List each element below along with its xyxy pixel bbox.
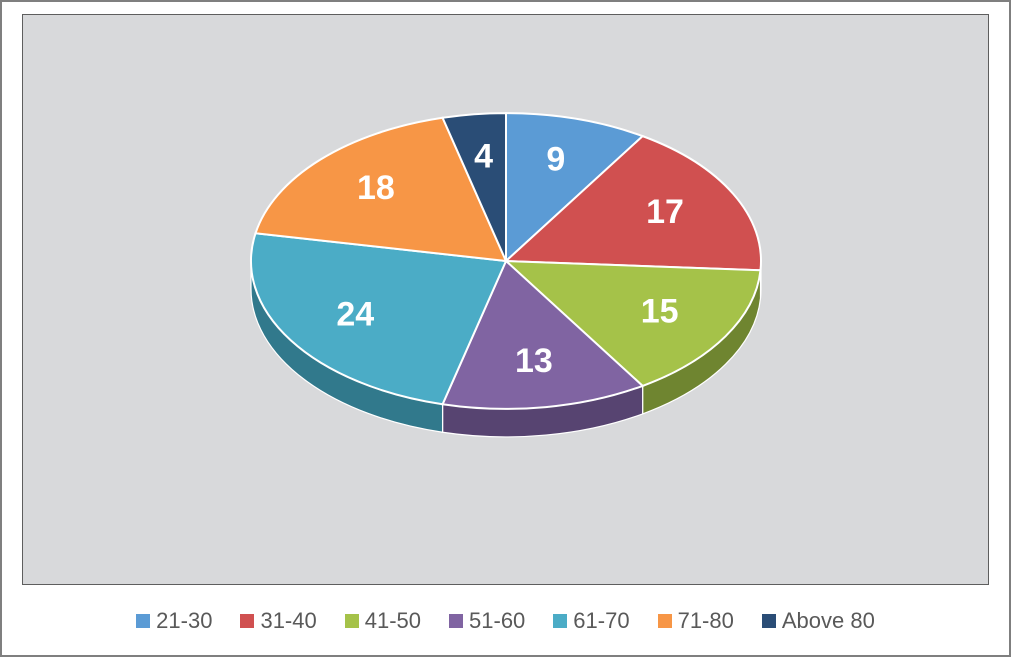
legend: 21-30 31-40 41-50 51-60 61-70 71-80 Above 80 [22, 599, 989, 643]
slice-value-label: 17 [646, 192, 684, 230]
legend-label: 31-40 [260, 608, 316, 634]
legend-swatch [553, 614, 567, 628]
slice-value-label: 4 [474, 137, 493, 175]
legend-label: 41-50 [365, 608, 421, 634]
slice-value-label: 18 [356, 169, 394, 207]
legend-swatch [658, 614, 672, 628]
pie-chart: 9 17 15 13 24 18 4 [249, 111, 763, 489]
legend-item: 51-60 [449, 608, 525, 634]
legend-item: 71-80 [658, 608, 734, 634]
legend-item: 41-50 [345, 608, 421, 634]
legend-item: 61-70 [553, 608, 629, 634]
legend-label: 21-30 [156, 608, 212, 634]
pie-svg: 9 17 15 13 24 18 4 [249, 111, 763, 489]
legend-item: 21-30 [136, 608, 212, 634]
legend-label: 71-80 [678, 608, 734, 634]
legend-item: 31-40 [240, 608, 316, 634]
plot-area: 9 17 15 13 24 18 4 [22, 14, 989, 585]
legend-swatch [762, 614, 776, 628]
slice-value-label: 13 [515, 342, 553, 380]
legend-label: 51-60 [469, 608, 525, 634]
legend-swatch [449, 614, 463, 628]
legend-swatch [345, 614, 359, 628]
slice-value-label: 9 [546, 140, 565, 178]
legend-label: 61-70 [573, 608, 629, 634]
legend-swatch [240, 614, 254, 628]
chart-frame: 9 17 15 13 24 18 4 21-30 31-40 41-50 51-60 61-70 71… [0, 0, 1011, 657]
legend-swatch [136, 614, 150, 628]
legend-label: Above 80 [782, 608, 875, 634]
slice-value-label: 24 [336, 295, 374, 333]
legend-item: Above 80 [762, 608, 875, 634]
slice-value-label: 15 [640, 292, 678, 330]
